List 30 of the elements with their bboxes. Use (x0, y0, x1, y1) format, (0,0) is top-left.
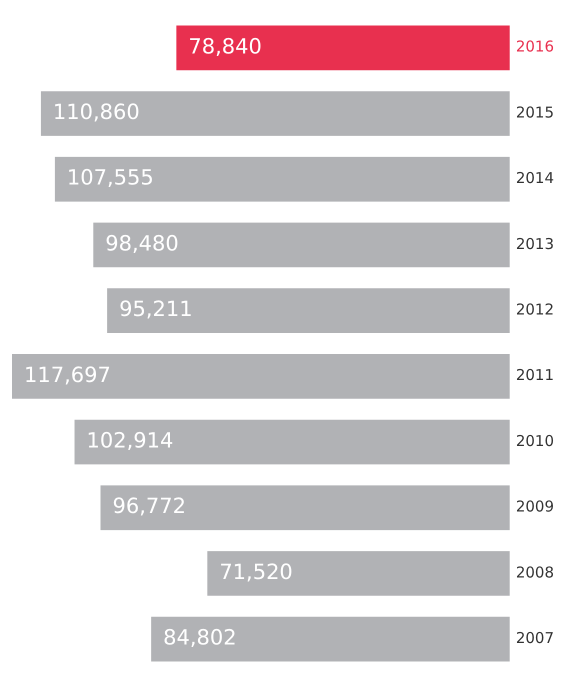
bar (40, 91, 510, 136)
bar (151, 616, 510, 662)
bar (100, 485, 510, 530)
y-tick-label: 2013 (516, 234, 554, 253)
bar (207, 551, 510, 596)
data-label: 117,697 (24, 362, 111, 387)
bar (12, 354, 510, 399)
bar (176, 26, 510, 70)
y-tick-label: 2011 (516, 366, 554, 384)
y-tick-label: 2007 (516, 629, 554, 648)
y-tick-label: 2009 (516, 498, 554, 516)
data-label: 96,772 (112, 494, 186, 518)
y-tick-label: 2008 (516, 563, 554, 582)
data-label: 95,211 (119, 297, 193, 322)
y-tick-label: 2016 (516, 38, 554, 56)
y-tick-label: 2012 (516, 300, 554, 319)
bar (54, 156, 510, 202)
data-label: 78,840 (188, 34, 262, 58)
bar (107, 288, 510, 333)
data-label: 98,480 (105, 231, 179, 256)
data-label: 110,860 (52, 100, 140, 124)
data-label: 71,520 (219, 560, 293, 584)
y-tick-label: 2015 (516, 103, 554, 122)
y-tick-label: 2010 (516, 432, 554, 450)
bar (74, 420, 510, 464)
data-label: 107,555 (66, 166, 154, 190)
data-label: 102,914 (86, 428, 174, 453)
y-tick-label: 2014 (516, 169, 554, 188)
bar (93, 222, 510, 268)
data-label: 84,802 (163, 626, 237, 650)
